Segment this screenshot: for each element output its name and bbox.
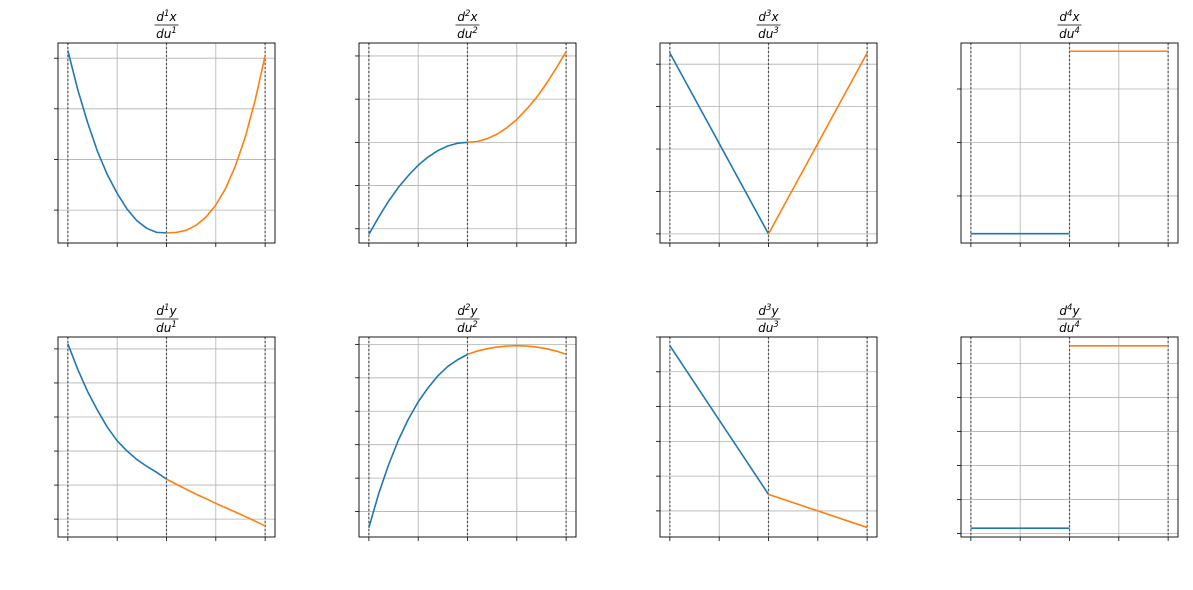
title-numerator: d1x (156, 9, 177, 24)
title-denominator: du4 (1059, 320, 1080, 335)
series-line-1 (669, 52, 770, 235)
title-numerator: d1y (156, 303, 177, 318)
series-line-1 (67, 343, 167, 480)
title-denominator: du2 (457, 320, 478, 335)
series-line-1 (669, 345, 770, 495)
series-line-2 (467, 51, 567, 144)
series-line-1 (368, 141, 468, 235)
title-numerator: d2y (457, 303, 478, 318)
series-line-2 (767, 52, 868, 235)
series-line-2 (166, 478, 266, 527)
title-numerator: d4y (1059, 303, 1080, 318)
series-line-2 (166, 55, 266, 234)
title-numerator: d2x (457, 9, 478, 24)
series-line-1 (67, 50, 167, 234)
title-denominator: du2 (457, 26, 478, 41)
title-denominator: du1 (156, 320, 177, 335)
title-denominator: du3 (758, 26, 779, 41)
series-line-1 (368, 353, 468, 528)
series-line-2 (768, 493, 868, 529)
series-line-2 (467, 344, 567, 356)
title-numerator: d3y (758, 303, 779, 318)
title-numerator: d4x (1059, 9, 1080, 24)
title-denominator: du3 (758, 320, 779, 335)
title-numerator: d3x (758, 9, 779, 24)
title-denominator: du1 (156, 26, 177, 41)
title-denominator: du4 (1059, 26, 1080, 41)
